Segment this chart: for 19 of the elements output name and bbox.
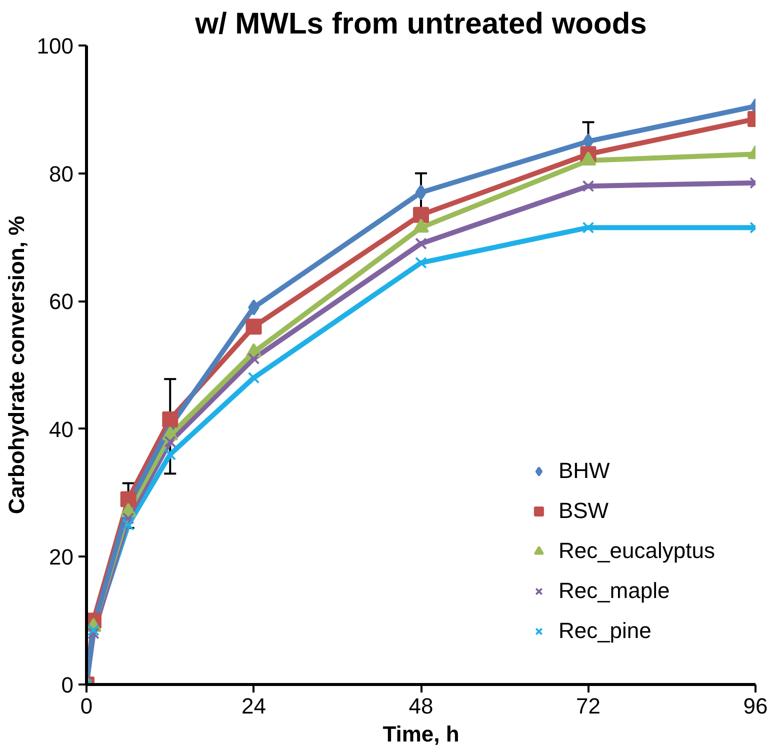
y-tick-label: 60 xyxy=(49,289,74,314)
x-tick-label: 0 xyxy=(80,694,93,718)
x-tick-label: 48 xyxy=(408,694,434,718)
x-tick-label: 72 xyxy=(576,694,600,718)
legend-label: Rec_eucalyptus xyxy=(558,538,715,564)
y-axis-title: Carbohydrate conversion, % xyxy=(4,216,29,514)
chart-title: w/ MWLs from untreated woods xyxy=(194,8,647,40)
y-tick-label: 100 xyxy=(36,34,74,58)
legend-label: BSW xyxy=(558,498,609,524)
x-tick-label: 96 xyxy=(743,694,768,718)
y-tick-label: 40 xyxy=(49,416,74,442)
y-tick-label: 80 xyxy=(49,161,74,186)
legend-label: Rec_maple xyxy=(558,578,670,604)
x-tick-label: 24 xyxy=(242,694,266,718)
y-tick-label: 20 xyxy=(49,544,74,570)
y-tick-label: 0 xyxy=(61,672,74,698)
legend-label: Rec_pine xyxy=(558,618,652,644)
x-axis-title: Time, h xyxy=(382,722,460,746)
legend-label: BHW xyxy=(558,458,610,484)
